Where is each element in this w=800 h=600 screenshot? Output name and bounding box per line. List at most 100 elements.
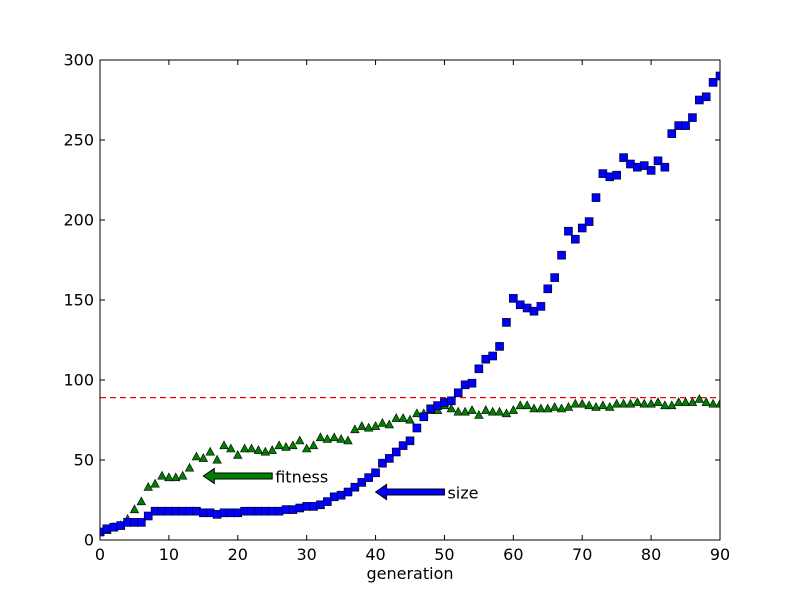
point-fitness <box>474 409 484 419</box>
point-fitness <box>143 481 153 491</box>
point-size <box>660 162 670 172</box>
point-fitness <box>543 403 553 413</box>
annotation-layer: fitness size <box>202 467 478 503</box>
point-size <box>584 217 594 226</box>
point-size <box>453 388 463 398</box>
point-fitness <box>487 406 498 416</box>
x-tick-label: 10 <box>159 545 179 564</box>
x-tick-label: 40 <box>365 545 385 564</box>
y-tick-label: 200 <box>63 211 94 230</box>
point-fitness <box>377 417 388 427</box>
point-fitness <box>260 446 271 456</box>
x-tick-label: 50 <box>434 545 454 564</box>
x-tick-label: 0 <box>95 545 105 564</box>
point-fitness <box>412 408 422 418</box>
point-size <box>385 454 394 463</box>
point-fitness <box>363 422 374 432</box>
point-fitness <box>336 433 346 443</box>
point-fitness <box>343 435 353 445</box>
point-size <box>495 342 504 351</box>
point-fitness <box>715 398 720 408</box>
point-size <box>653 156 663 166</box>
point-fitness <box>315 432 326 442</box>
point-size <box>612 170 621 180</box>
point-fitness <box>515 400 525 410</box>
point-size <box>357 478 367 487</box>
point-size <box>502 318 511 327</box>
point-fitness <box>274 440 284 450</box>
point-fitness <box>639 398 649 408</box>
point-fitness <box>398 413 408 422</box>
point-fitness <box>522 400 532 410</box>
point-fitness <box>563 401 574 411</box>
point-fitness <box>529 403 539 413</box>
point-size <box>550 273 559 282</box>
point-size <box>564 226 573 236</box>
point-size <box>639 161 649 170</box>
series-group <box>100 71 720 537</box>
point-fitness <box>370 421 381 430</box>
point-fitness <box>129 504 140 514</box>
point-fitness <box>570 398 581 408</box>
point-size <box>323 497 332 506</box>
point-fitness <box>267 445 277 454</box>
point-size <box>398 441 408 450</box>
point-fitness <box>577 398 587 408</box>
x-tick-label: 70 <box>572 545 592 564</box>
point-fitness <box>350 424 360 434</box>
point-fitness <box>653 397 663 406</box>
point-size <box>688 113 697 122</box>
point-fitness <box>253 445 264 454</box>
point-fitness <box>584 400 594 410</box>
point-fitness <box>708 398 718 408</box>
point-fitness <box>481 405 491 414</box>
point-fitness <box>157 470 167 480</box>
point-fitness <box>549 401 560 411</box>
y-tick-label: 50 <box>74 451 94 470</box>
point-size <box>715 71 720 81</box>
point-fitness <box>598 400 608 410</box>
x-tick-label: 60 <box>503 545 523 564</box>
point-size <box>619 153 628 162</box>
point-size <box>646 166 656 175</box>
point-size <box>529 306 539 316</box>
point-fitness <box>501 408 512 418</box>
point-size <box>509 294 518 303</box>
point-size <box>681 121 690 130</box>
annotation-arrow-fitness <box>202 467 273 485</box>
point-fitness <box>308 440 319 450</box>
point-size <box>364 473 373 482</box>
point-fitness <box>281 441 291 451</box>
x-tick-label: 30 <box>296 545 316 564</box>
point-size <box>143 511 153 521</box>
point-fitness <box>391 413 401 422</box>
point-fitness <box>177 470 188 480</box>
point-fitness <box>536 403 546 413</box>
point-size <box>391 447 401 457</box>
y-tick-label: 300 <box>63 51 94 70</box>
point-fitness <box>591 401 601 411</box>
y-tick-label: 100 <box>63 371 94 390</box>
tick-layer: 0 10 20 30 40 50 60 70 80 90 0 50 100 150 200 250 300 <box>63 51 730 565</box>
point-fitness <box>646 398 656 408</box>
point-fitness <box>246 443 257 453</box>
point-fitness <box>611 398 622 408</box>
point-fitness <box>618 398 629 408</box>
point-fitness <box>301 443 312 453</box>
point-fitness <box>288 440 298 450</box>
series-layer <box>100 71 720 537</box>
point-size <box>412 423 422 433</box>
point-fitness <box>150 478 160 488</box>
point-fitness <box>467 405 477 414</box>
point-fitness <box>171 472 181 482</box>
x-tick-label: 80 <box>641 545 661 564</box>
point-size <box>543 284 553 294</box>
point-fitness <box>198 453 209 462</box>
point-fitness <box>295 435 305 445</box>
point-size <box>577 223 587 233</box>
point-fitness <box>660 400 670 410</box>
point-fitness <box>453 406 463 416</box>
point-size <box>474 364 484 374</box>
point-fitness <box>446 403 457 413</box>
